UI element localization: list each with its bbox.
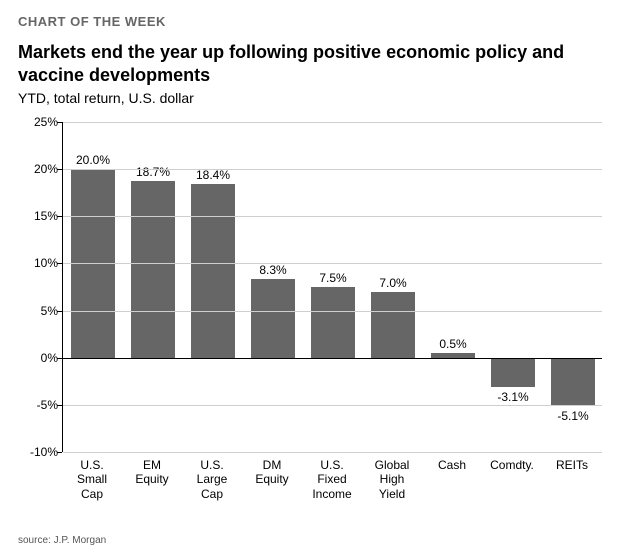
grid-line: [63, 169, 602, 170]
x-tick-label: EM Equity: [135, 458, 168, 487]
zero-line: [63, 358, 602, 359]
x-tick-label: U.S. Large Cap: [197, 458, 228, 501]
chart-title: Markets end the year up following positi…: [18, 41, 578, 86]
chart-area: -10% -5% 0% 5% 10% 15% 20% 25% 20.0% 18.7% 18.4% 8…: [18, 116, 612, 516]
x-tick-label: Global High Yield: [375, 458, 410, 501]
chart-subtitle: YTD, total return, U.S. dollar: [18, 90, 612, 106]
bar-value-label: -5.1%: [557, 409, 588, 423]
y-tick-label: -10%: [18, 445, 58, 459]
bars-container: 20.0% 18.7% 18.4% 8.3% 7.5% 7.0% 0.5% -3.1% -5.1…: [63, 122, 602, 452]
grid-line: [63, 311, 602, 312]
plot-area: 20.0% 18.7% 18.4% 8.3% 7.5% 7.0% 0.5% -3.1% -5.1…: [62, 122, 602, 452]
bar-value-label: 0.5%: [439, 337, 466, 351]
x-tick-label: U.S. Fixed Income: [312, 458, 351, 501]
bar-value-label: 8.3%: [259, 263, 286, 277]
bar-value-label: -3.1%: [497, 390, 528, 404]
bar: [551, 358, 594, 406]
bar: [371, 292, 414, 358]
x-tick-label: Cash: [438, 458, 466, 472]
y-tick-label: -5%: [18, 398, 58, 412]
y-tick-label: 25%: [18, 115, 58, 129]
bar-value-label: 18.4%: [196, 168, 230, 182]
x-tick-label: Comdty.: [490, 458, 534, 472]
bar-value-label: 7.0%: [379, 276, 406, 290]
bar: [251, 279, 294, 357]
grid-line: [63, 263, 602, 264]
x-tick-label: DM Equity: [255, 458, 288, 487]
y-tick-label: 15%: [18, 209, 58, 223]
y-tick-label: 0%: [18, 351, 58, 365]
y-tick-label: 5%: [18, 304, 58, 318]
bar-value-label: 18.7%: [136, 165, 170, 179]
grid-line: [63, 216, 602, 217]
bar: [131, 181, 174, 357]
grid-line: [63, 122, 602, 123]
bar: [311, 287, 354, 358]
bar-value-label: 20.0%: [76, 153, 110, 167]
y-tick-label: 20%: [18, 162, 58, 176]
source-text: source: J.P. Morgan: [18, 535, 106, 546]
bar: [491, 358, 534, 387]
bar: [191, 184, 234, 357]
x-tick-label: REITs: [556, 458, 588, 472]
grid-line: [63, 452, 602, 453]
overline: CHART OF THE WEEK: [18, 14, 612, 29]
bar-value-label: 7.5%: [319, 271, 346, 285]
grid-line: [63, 405, 602, 406]
y-tick-label: 10%: [18, 256, 58, 270]
x-tick-label: U.S. Small Cap: [77, 458, 107, 501]
